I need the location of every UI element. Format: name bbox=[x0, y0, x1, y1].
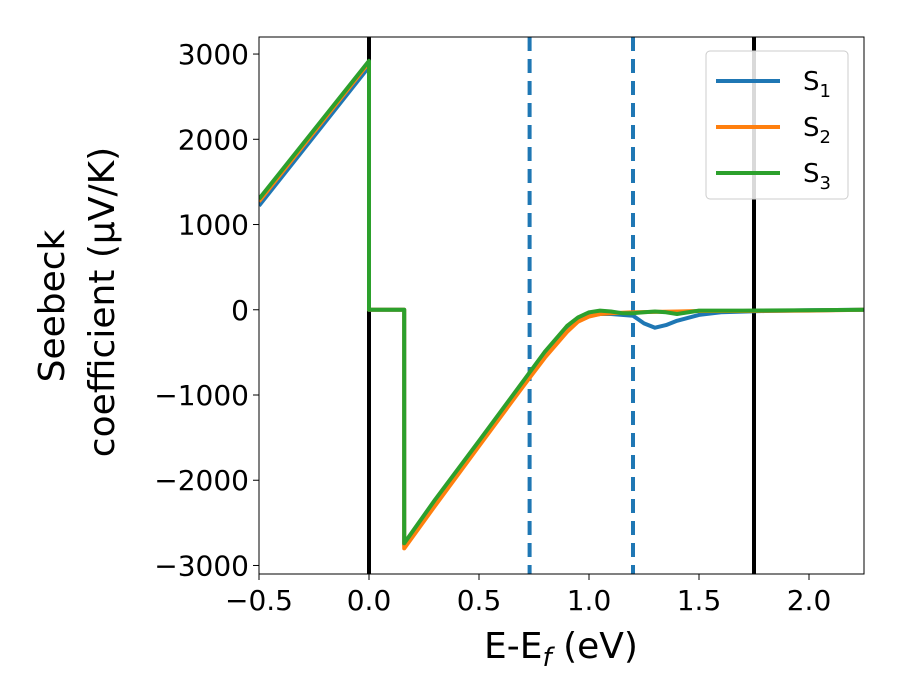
legend-label-s1: S1 bbox=[803, 67, 831, 102]
x-axis: −0.5 0.0 0.5 1.0 1.5 2.0 bbox=[225, 574, 831, 617]
y-tick-label: −1000 bbox=[154, 379, 249, 412]
reference-lines bbox=[367, 37, 756, 574]
y-tick-label: 3000 bbox=[178, 38, 249, 71]
y-tick-label: 2000 bbox=[178, 123, 249, 156]
x-tick-label: 0.0 bbox=[347, 584, 392, 617]
legend: S1 S2 S3 bbox=[705, 50, 849, 200]
series-line-s3 bbox=[259, 58, 864, 546]
y-tick-label: 1000 bbox=[178, 209, 249, 242]
y-axis-label-line-2: coefficient (μV/K) bbox=[82, 147, 123, 457]
x-tick-label: 2.0 bbox=[787, 584, 832, 617]
legend-label-s3: S3 bbox=[803, 159, 831, 194]
x-tick-label: 1.5 bbox=[677, 584, 722, 617]
x-axis-label: E-Ef (eV) bbox=[484, 626, 638, 673]
y-tick-label: −3000 bbox=[154, 549, 249, 582]
y-tick-label: −2000 bbox=[154, 464, 249, 497]
x-tick-label: 1.0 bbox=[567, 584, 612, 617]
plot-frame bbox=[258, 36, 865, 575]
y-axis-label-line-1: Seebeck bbox=[32, 229, 73, 382]
legend-label-s2: S2 bbox=[803, 113, 831, 148]
x-tick-label: 0.5 bbox=[457, 584, 502, 617]
y-axis: −3000 −2000 −1000 0 1000 2000 3000 bbox=[154, 38, 259, 582]
series-group bbox=[259, 58, 864, 551]
x-tick-label: −0.5 bbox=[225, 584, 293, 617]
y-tick-label: 0 bbox=[231, 294, 249, 327]
